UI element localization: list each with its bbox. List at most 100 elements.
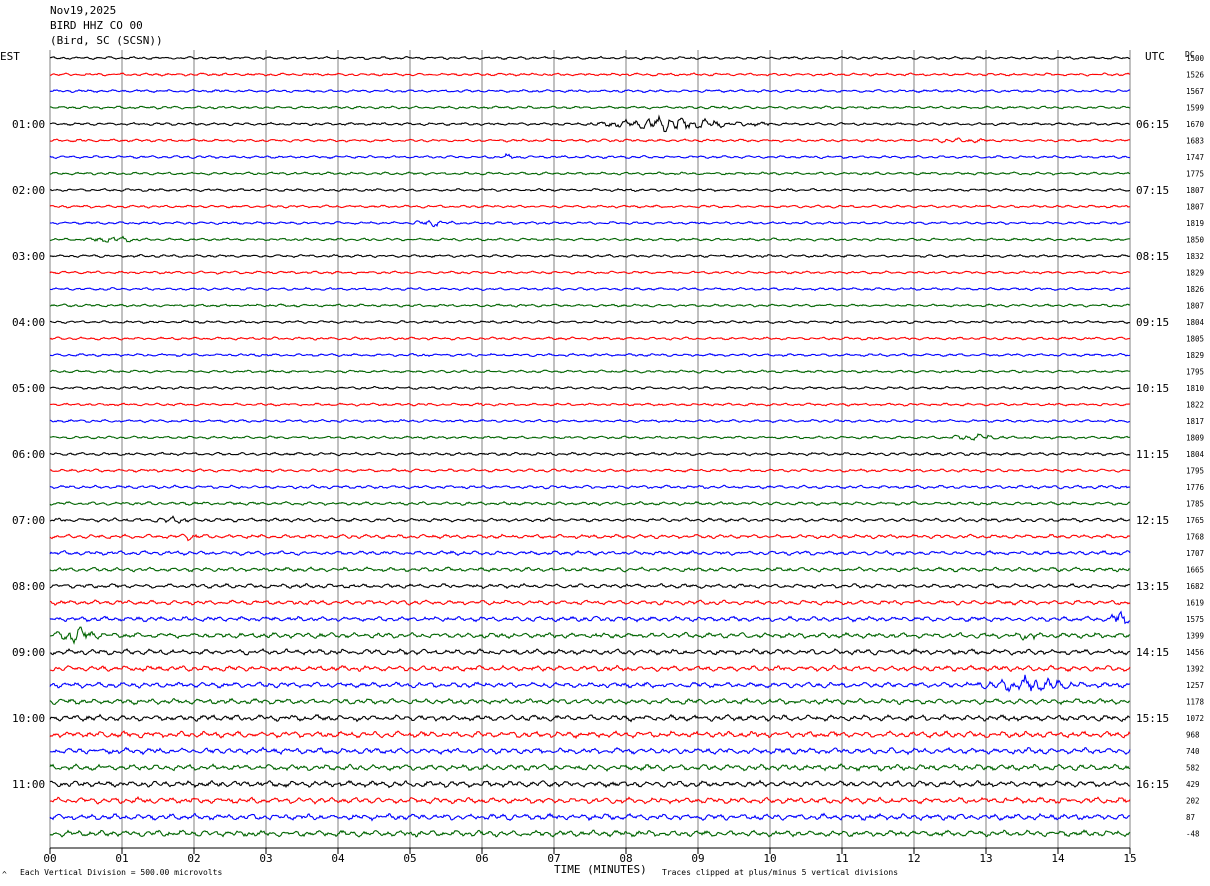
dc-offset-label: 582 [1186, 764, 1200, 773]
x-tick-label: 13 [979, 852, 992, 865]
dc-offset-label: 1392 [1186, 665, 1204, 674]
seismic-trace [49, 369, 1131, 374]
seismic-trace [49, 137, 1131, 144]
dc-offset-label: 1822 [1186, 401, 1204, 410]
axis-labels: 00 01 02 03 04 05 06 07 08 09 10 11 12 13 14 15 1500 1526… [12, 54, 1205, 865]
x-tick-label: 03 [259, 852, 272, 865]
seismic-trace [49, 286, 1131, 292]
dc-offset-label: 1804 [1186, 318, 1205, 327]
seismic-trace [49, 500, 1131, 507]
x-tick-label: 11 [835, 852, 848, 865]
dc-offset-label: 1456 [1186, 648, 1205, 657]
dc-offset-label: 1665 [1186, 566, 1204, 575]
left-hour-label: 01:00 [12, 118, 45, 131]
right-hour-label: 10:15 [1136, 382, 1169, 395]
dc-offset-label: 1807 [1186, 203, 1204, 212]
dc-label: DC [1185, 50, 1195, 59]
x-tick-label: 01 [115, 852, 128, 865]
x-tick-label: 15 [1123, 852, 1136, 865]
x-tick-label: 08 [619, 852, 632, 865]
clip-note: Traces clipped at plus/minus 5 vertical … [662, 868, 899, 877]
x-tick-label: 02 [187, 852, 200, 865]
seismic-trace [49, 433, 1131, 441]
dc-offset-label: 1826 [1186, 285, 1205, 294]
seismic-trace [49, 402, 1131, 407]
seismic-trace [49, 303, 1131, 308]
seismic-trace [49, 152, 1131, 160]
dc-offset-label: 968 [1186, 731, 1200, 740]
dc-offset-label: 1619 [1186, 599, 1204, 608]
seismic-trace [49, 171, 1131, 176]
seismic-trace [49, 697, 1131, 706]
dc-offset-label: 1670 [1186, 120, 1205, 129]
dc-offset-label: 1809 [1186, 434, 1204, 443]
seismic-trace [49, 385, 1131, 391]
seismic-trace [49, 270, 1131, 275]
seismic-trace [49, 352, 1131, 358]
dc-offset-label: 1810 [1186, 384, 1205, 393]
seismic-trace [49, 515, 1131, 524]
dc-offset-label: 1850 [1186, 236, 1205, 245]
dc-offset-label: 1682 [1186, 582, 1204, 591]
x-tick-label: 04 [331, 852, 345, 865]
x-tick-label: 12 [907, 852, 920, 865]
seismic-trace [49, 336, 1131, 341]
dc-offset-label: 1819 [1186, 219, 1204, 228]
dc-offset-label: 1832 [1186, 252, 1204, 261]
minute-gridlines [49, 50, 1131, 854]
seismic-trace [49, 55, 1131, 61]
right-hour-label: 16:15 [1136, 778, 1169, 791]
dc-offset-label: 1683 [1186, 137, 1204, 146]
dc-offset-label: 1775 [1186, 170, 1204, 179]
left-hour-label: 08:00 [12, 580, 45, 593]
trace-group [49, 55, 1131, 838]
seismic-trace [49, 187, 1131, 193]
left-hour-label: 05:00 [12, 382, 45, 395]
seismic-trace [49, 418, 1131, 424]
seismic-trace [49, 664, 1131, 673]
right-hour-label: 06:15 [1136, 118, 1169, 131]
dc-offset-label: 87 [1186, 813, 1195, 822]
right-hour-label: 12:15 [1136, 514, 1169, 527]
dc-offset-label: 1817 [1186, 417, 1204, 426]
dc-offset-label: -48 [1186, 830, 1200, 839]
left-hour-label: 02:00 [12, 184, 45, 197]
right-hour-label: 07:15 [1136, 184, 1169, 197]
left-hour-label: 06:00 [12, 448, 45, 461]
left-axis-label: EST [0, 50, 20, 63]
seismic-trace [49, 779, 1131, 789]
dc-offset-label: 1257 [1186, 681, 1204, 690]
dc-offset-label: 1829 [1186, 351, 1204, 360]
left-hour-label: 03:00 [12, 250, 45, 263]
seismic-trace [49, 674, 1131, 693]
corner-mark: ^ [2, 870, 7, 879]
dc-offset-label: 1178 [1186, 698, 1205, 707]
right-axis-label: UTC [1145, 50, 1165, 63]
dc-offset-label: 1795 [1186, 368, 1204, 377]
dc-offset-label: 1500 [1186, 54, 1205, 63]
seismic-trace [49, 812, 1131, 822]
seismic-trace [49, 829, 1131, 838]
seismic-trace [49, 219, 1131, 228]
x-tick-label: 06 [475, 852, 488, 865]
header-date: Nov19,2025 [50, 4, 117, 17]
seismic-trace [49, 713, 1131, 723]
right-hour-label: 11:15 [1136, 448, 1169, 461]
dc-offset-label: 740 [1186, 747, 1200, 756]
seismic-trace [49, 319, 1131, 325]
dc-offset-label: 1804 [1186, 450, 1205, 459]
right-hour-label: 09:15 [1136, 316, 1169, 329]
dc-offset-label: 1707 [1186, 549, 1204, 558]
dc-offset-label: 1747 [1186, 153, 1204, 162]
seismic-trace [49, 763, 1131, 772]
dc-offset-label: 1399 [1186, 632, 1204, 641]
left-hour-label: 11:00 [12, 778, 45, 791]
dc-offset-label: 202 [1186, 797, 1200, 806]
seismic-trace [49, 795, 1131, 805]
x-tick-label: 05 [403, 852, 416, 865]
left-hour-label: 10:00 [12, 712, 45, 725]
right-hour-label: 14:15 [1136, 646, 1169, 659]
seismic-trace [49, 114, 1131, 133]
seismic-trace [49, 626, 1131, 645]
